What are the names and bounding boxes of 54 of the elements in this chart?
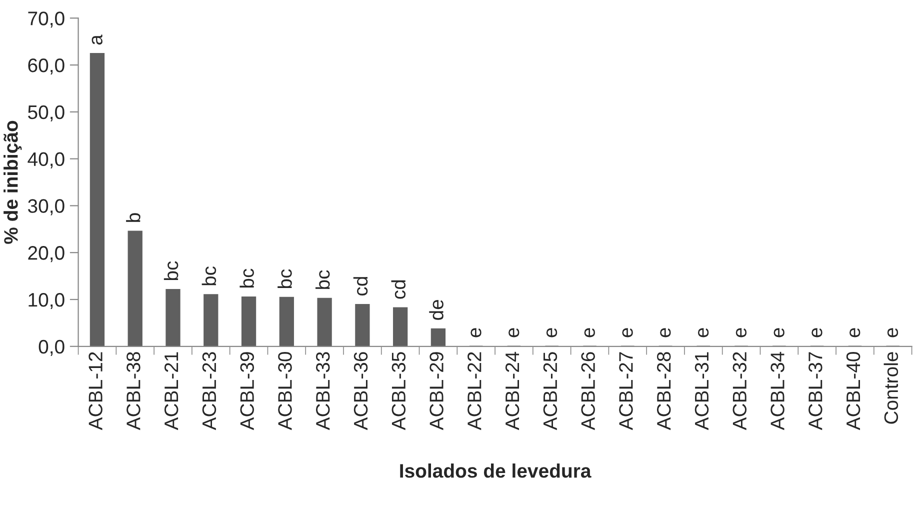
data-label: bc: [202, 266, 216, 286]
x-tick-label: ACBL-38: [126, 352, 140, 430]
x-tick-label: ACBL-36: [354, 352, 368, 430]
x-tick-label: ACBL-30: [278, 352, 292, 430]
data-label: e: [546, 328, 558, 338]
data-label: cd: [353, 277, 368, 296]
data-label: e: [736, 328, 747, 338]
x-tick-label: ACBL-29: [430, 352, 444, 430]
y-tick-label: 30,0: [28, 199, 64, 216]
data-label: e: [887, 328, 898, 338]
x-tick-label: ACBL-23: [202, 352, 216, 430]
x-tick-label: ACBL-33: [316, 352, 330, 430]
data-label: e: [660, 328, 671, 338]
x-tick-label: ACBL-34: [770, 352, 784, 430]
data-label: e: [812, 328, 822, 338]
x-tick-label: ACBL-37: [808, 352, 822, 430]
x-tick-label: ACBL-31: [694, 352, 709, 430]
y-tick-label: 70,0: [28, 12, 64, 28]
y-tick-label: 50,0: [28, 105, 64, 122]
x-tick-label: ACBL-28: [656, 352, 671, 430]
y-tick-label: 60,0: [28, 58, 64, 75]
y-tick-label: 40,0: [28, 152, 64, 168]
y-tick-label: 10,0: [28, 292, 64, 310]
x-axis-title: Isolados de levedura: [400, 463, 592, 478]
data-label: e: [470, 328, 482, 338]
data-label: e: [584, 328, 595, 338]
data-label: a: [92, 34, 102, 45]
data-label: e: [774, 328, 784, 338]
data-label: bc: [164, 261, 178, 280]
x-tick-label: ACBL-24: [505, 352, 520, 430]
x-tick-label: ACBL-25: [543, 352, 558, 430]
x-tick-label: ACBL-35: [392, 352, 406, 430]
y-tick-label: 20,0: [28, 246, 64, 262]
data-label: cd: [391, 280, 406, 299]
y-tick-label: 0,0: [38, 340, 64, 356]
data-label: e: [698, 328, 709, 338]
x-tick-label: ACBL-32: [732, 352, 747, 430]
data-label: e: [508, 328, 520, 338]
data-label: de: [429, 300, 444, 320]
data-label: b: [126, 213, 140, 222]
x-tick-label: ACBL-12: [88, 352, 102, 430]
x-tick-label: ACBL-26: [581, 352, 595, 430]
data-label: bc: [240, 268, 254, 288]
data-label: e: [622, 328, 633, 338]
x-tick-label: ACBL-22: [468, 352, 482, 430]
x-tick-label: ACBL-27: [619, 352, 633, 430]
x-tick-label: ACBL-39: [240, 352, 254, 430]
x-tick-label: ACBL-21: [164, 352, 178, 430]
x-tick-label: ACBL-40: [846, 352, 860, 430]
data-label: bc: [315, 270, 330, 289]
data-label: bc: [278, 269, 292, 288]
data-label: e: [850, 328, 860, 338]
y-axis-title: % de inibição: [4, 120, 22, 244]
x-tick-label: Controle: [884, 352, 898, 424]
